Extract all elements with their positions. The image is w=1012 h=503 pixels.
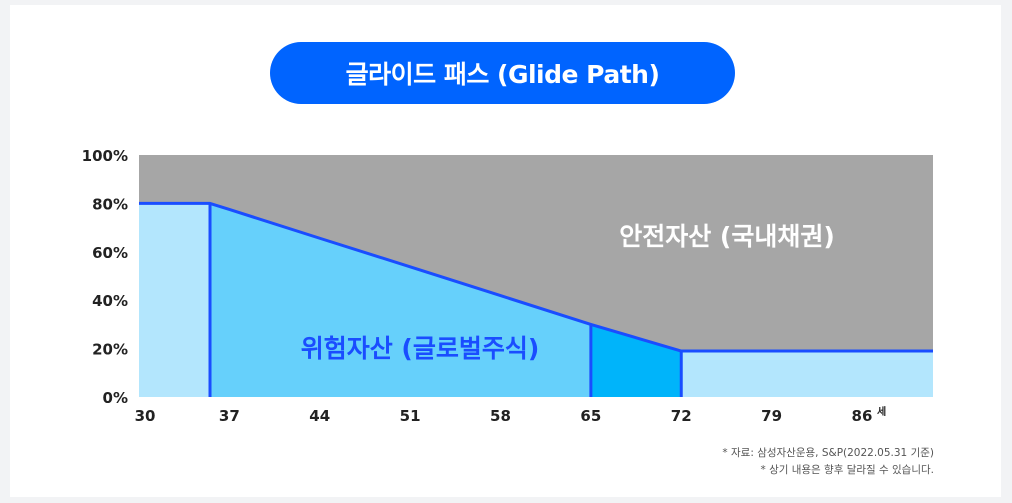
y-tick-label: 20% [92,341,128,359]
y-tick-label: 40% [92,292,128,310]
risk-area-phase-2 [210,203,591,397]
x-tick-label: 72 [671,407,692,425]
x-tick-label: 30 [135,407,156,425]
risk-asset-label: 위험자산 (글로벌주식) [301,334,540,363]
x-tick-label: 51 [400,407,421,425]
x-tick-label: 79 [761,407,782,425]
risk-area-phase-1 [139,203,211,397]
chart-title-pill: 글라이드 패스 (Glide Path) [270,42,735,104]
x-tick-label: 58 [490,407,511,425]
risk-asset-line [139,201,933,353]
y-tick-label: 100% [82,147,128,165]
risk-area-phase-3 [590,324,682,397]
x-tick-label: 65 [580,407,601,425]
source-note: * 자료: 삼성자산운용, S&P(2022.05.31 기준) [722,447,934,459]
y-tick-label: 80% [92,195,128,213]
x-tick-label: 44 [309,407,330,425]
y-tick-label: 60% [92,244,128,262]
x-tick-label: 86 [852,407,873,425]
disclaimer-note: * 상기 내용은 향후 달라질 수 있습니다. [760,464,934,476]
x-axis-unit: 세 [877,405,886,418]
y-tick-label: 0% [103,389,128,407]
x-tick-label: 37 [219,407,240,425]
safe-asset-label: 안전자산 (국내채권) [619,222,835,251]
risk-area-phase-4 [681,351,933,397]
